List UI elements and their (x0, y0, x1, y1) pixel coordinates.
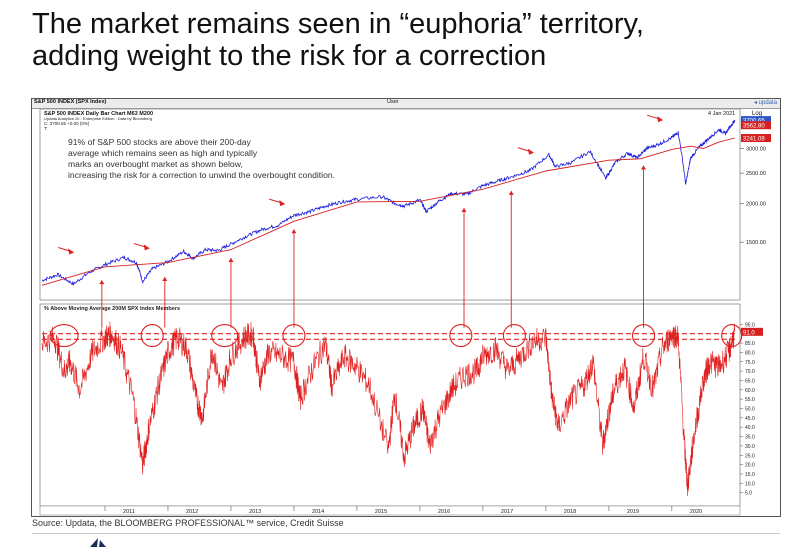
breadth-tick-label: 55.0 (745, 397, 755, 403)
vertical-arrow-head (461, 208, 467, 213)
price-value-tag-text: 3562.80 (743, 124, 765, 130)
breadth-tick-label: 75.0 (745, 360, 755, 366)
highlight-circle (631, 324, 656, 348)
footer-divider (32, 533, 780, 534)
annotation-line-1: 91% of S&P 500 stocks are above their 20… (68, 137, 252, 147)
x-tick-label: 2018 (564, 509, 576, 515)
price-meta: S&P 500 INDEX Daily Bar Chart M63 M200 U… (44, 111, 153, 131)
breadth-line (41, 321, 736, 497)
x-tick-label: 2011 (123, 509, 135, 515)
x-tick-label: 2017 (501, 509, 513, 515)
breadth-axis-ticks: 95.090.085.080.075.070.065.060.055.050.0… (740, 322, 755, 497)
chart-header-security: S&P 500 INDEX (SPX Index) (34, 99, 107, 105)
price-tick-label: 2000.00 (746, 201, 766, 207)
breadth-tick-label: 5.0 (745, 491, 752, 497)
x-tick-label: 2019 (627, 509, 639, 515)
breadth-value-tag-text: 91.0 (743, 330, 755, 336)
slide-title-line-2: adding weight to the risk for a correcti… (32, 40, 547, 72)
price-tick-label: 1500.00 (746, 240, 766, 246)
price-value-tag-box (741, 121, 771, 130)
price-scale-label: Log (752, 111, 762, 117)
chart-header-user: User (387, 99, 399, 105)
breadth-tick-label: 70.0 (745, 369, 755, 375)
slide-title: The market remains seen in “euphoria” te… (32, 8, 772, 72)
price-meta-line-4: T: (44, 126, 48, 131)
trend-arrow-head (279, 200, 286, 207)
highlight-circle (721, 324, 743, 348)
x-axis: 2011 2012 2013 2014 2015 2016 2017 2018 2019 2020 (39, 505, 741, 516)
vertical-arrow-head (641, 165, 647, 170)
highlight-circle (282, 324, 306, 348)
x-tick-label: 2012 (186, 509, 198, 515)
breadth-tick-label: 80.0 (745, 350, 755, 356)
breadth-tick-label: 30.0 (745, 444, 755, 450)
price-value-tag-text: 3241.09 (743, 137, 765, 143)
spx-200day-average-line (41, 137, 736, 286)
threshold-lines (42, 333, 738, 340)
breadth-tick-label: 35.0 (745, 435, 755, 441)
breadth-tick-label: 45.0 (745, 416, 755, 422)
price-series-group (41, 119, 736, 286)
x-tick-label: 2014 (312, 509, 324, 515)
annotation: 91% of S&P 500 stocks are above their 20… (68, 137, 335, 180)
annotation-line-2: average which remains seen as high and t… (68, 148, 258, 158)
highlight-circle (502, 324, 526, 348)
overlay-annotations (49, 114, 743, 348)
trend-arrow-head (657, 116, 664, 123)
price-tick-label: 2500.00 (746, 171, 766, 177)
vertical-arrow-head (162, 276, 168, 281)
highlight-circle (49, 324, 79, 348)
price-meta-line-2: Updata Analytics 10 - Enterprise Edition… (44, 116, 152, 121)
x-tick-label: 2020 (690, 509, 702, 515)
breadth-value-tag: 91.0 (741, 327, 763, 336)
breadth-tick-label: 85.0 (745, 341, 755, 347)
breadth-value-tag-box (741, 327, 763, 336)
breadth-series-group (41, 321, 736, 497)
price-value-tag-box (741, 134, 771, 143)
breadth-tick-label: 20.0 (745, 463, 755, 469)
price-axis-ticks: 3000.00 2500.00 2000.00 1500.00 (740, 146, 766, 246)
breadth-tick-label: 60.0 (745, 388, 755, 394)
annotation-line-3: marks an overbought market as shown belo… (68, 159, 243, 169)
highlight-circle (211, 324, 239, 348)
x-axis-band (39, 505, 741, 516)
chart-frame: S&P 500 INDEX (SPX Index) User ◂ updata … (31, 98, 781, 517)
breadth-tick-label: 65.0 (745, 378, 755, 384)
vertical-arrow-head (228, 257, 234, 262)
highlight-circle (140, 324, 164, 348)
vertical-arrow-head (291, 229, 297, 234)
annotation-line-4: increasing the risk for a correction to … (68, 170, 335, 180)
trend-arrow-head (143, 244, 150, 251)
price-meta-line-1: S&P 500 INDEX Daily Bar Chart M63 M200 (44, 111, 153, 117)
trend-arrow-head (68, 248, 75, 255)
x-tick-label: 2013 (249, 509, 261, 515)
highlight-circle (449, 324, 473, 348)
breadth-tick-label: 40.0 (745, 425, 755, 431)
trend-arrow-head (527, 148, 534, 155)
source-note: Source: Updata, the BLOOMBERG PROFESSION… (32, 518, 344, 528)
vertical-arrow-head (99, 280, 105, 285)
chart-svg: S&P 500 INDEX Daily Bar Chart M63 M200 U… (39, 109, 771, 516)
vertical-arrow-head (508, 190, 514, 195)
breadth-panel-title: % Above Moving Average 200M SPX Index Me… (44, 306, 180, 312)
sailing-ship-logo-icon (90, 538, 106, 547)
price-value-tag-box (741, 116, 771, 125)
price-panel-border (39, 109, 741, 301)
breadth-tick-label: 50.0 (745, 407, 755, 413)
chart-header-bar: S&P 500 INDEX (SPX Index) User ◂ updata (32, 99, 780, 109)
breadth-tick-label: 10.0 (745, 481, 755, 487)
slide-title-line-1: The market remains seen in “euphoria” te… (32, 8, 644, 40)
spx-price-line (41, 119, 736, 286)
breadth-tick-label: 95.0 (745, 322, 755, 328)
price-meta-line-3: C: 3700.65 +0.00 (0%) (44, 121, 90, 126)
x-tick-label: 2015 (375, 509, 387, 515)
breadth-tick-label: 25.0 (745, 453, 755, 459)
price-date-label: 4 Jan 2021 (708, 111, 735, 117)
x-tick-label: 2016 (438, 509, 450, 515)
breadth-tick-label: 15.0 (745, 472, 755, 478)
price-tick-label: 3000.00 (746, 146, 766, 152)
updata-logo: ◂ updata (753, 100, 777, 106)
